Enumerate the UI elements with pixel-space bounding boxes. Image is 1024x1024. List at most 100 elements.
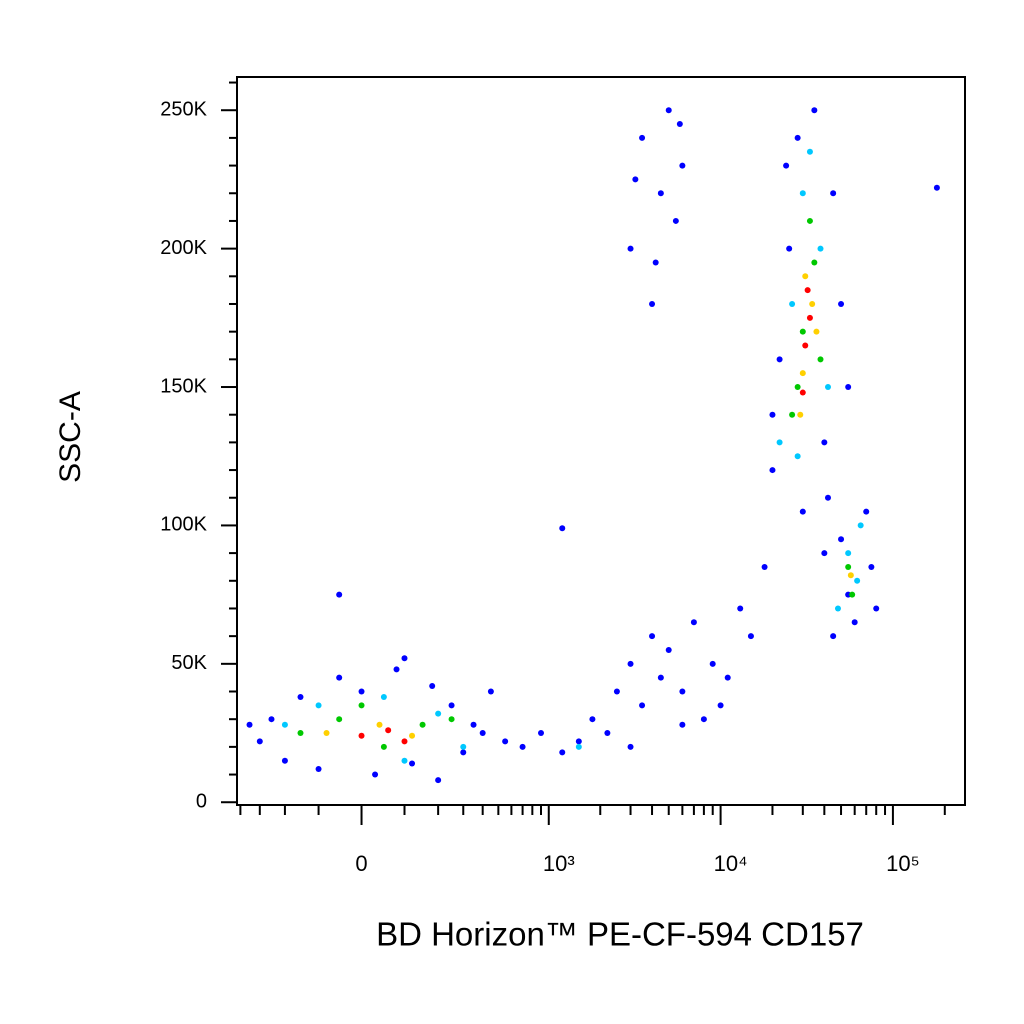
point	[479, 730, 486, 737]
point	[627, 245, 634, 252]
point	[336, 591, 343, 598]
point	[281, 757, 288, 764]
point	[409, 732, 416, 739]
point	[401, 757, 408, 764]
point	[797, 411, 804, 418]
point	[824, 384, 831, 391]
point	[297, 730, 304, 737]
point	[813, 328, 820, 335]
point	[806, 314, 813, 321]
point	[419, 721, 426, 728]
point	[761, 563, 768, 570]
point	[657, 674, 664, 681]
y-axis-label: SSC-A	[54, 391, 87, 483]
point	[281, 721, 288, 728]
point	[849, 591, 856, 598]
point	[786, 245, 793, 252]
point	[639, 134, 646, 141]
point	[799, 389, 806, 396]
y-tick-label: 250K	[160, 98, 207, 120]
point	[627, 660, 634, 667]
point	[649, 300, 656, 307]
point	[817, 356, 824, 363]
y-tick-label: 200K	[160, 237, 207, 259]
point	[868, 563, 875, 570]
point	[448, 716, 455, 723]
point	[806, 148, 813, 155]
y-tick-label: 100K	[160, 514, 207, 536]
point	[385, 727, 392, 734]
point	[575, 738, 582, 745]
point	[537, 730, 544, 737]
point	[811, 107, 818, 114]
point	[613, 688, 620, 695]
point	[838, 536, 845, 543]
point	[802, 342, 809, 349]
point	[863, 508, 870, 515]
x-tick-label: 0	[355, 851, 367, 876]
point	[817, 245, 824, 252]
point	[502, 738, 509, 745]
x-tick-label: 10³	[543, 851, 575, 876]
point	[737, 605, 744, 612]
x-tick-label: 10⁴	[714, 851, 748, 876]
point	[559, 749, 566, 756]
point	[401, 655, 408, 662]
point	[376, 721, 383, 728]
point	[747, 633, 754, 640]
point	[724, 674, 731, 681]
point	[487, 688, 494, 695]
point	[700, 716, 707, 723]
point	[854, 577, 861, 584]
point	[336, 716, 343, 723]
point	[246, 721, 253, 728]
point	[811, 259, 818, 266]
point	[448, 702, 455, 709]
point	[676, 121, 683, 128]
point	[783, 162, 790, 169]
point	[358, 688, 365, 695]
point	[857, 522, 864, 529]
point	[799, 328, 806, 335]
point	[652, 259, 659, 266]
point	[639, 702, 646, 709]
point	[933, 184, 940, 191]
point	[589, 716, 596, 723]
point	[336, 674, 343, 681]
point	[372, 771, 379, 778]
point	[627, 743, 634, 750]
point	[679, 688, 686, 695]
point	[794, 134, 801, 141]
point	[709, 660, 716, 667]
y-tick-label: 0	[196, 791, 207, 813]
point	[799, 190, 806, 197]
point	[717, 702, 724, 709]
point	[672, 217, 679, 224]
y-tick-label: 150K	[160, 375, 207, 397]
point	[845, 550, 852, 557]
point	[256, 738, 263, 745]
point	[435, 710, 442, 717]
x-axis-label: BD Horizon™ PE-CF-594 CD157	[376, 916, 864, 953]
point	[649, 633, 656, 640]
point	[679, 162, 686, 169]
point	[380, 694, 387, 701]
point	[665, 107, 672, 114]
point	[690, 619, 697, 626]
point	[435, 777, 442, 784]
point	[845, 384, 852, 391]
point	[358, 702, 365, 709]
point	[776, 356, 783, 363]
point	[834, 605, 841, 612]
point	[323, 730, 330, 737]
point	[460, 749, 467, 756]
point	[315, 702, 322, 709]
point	[358, 732, 365, 739]
point	[809, 300, 816, 307]
x-tick-label: 10⁵	[886, 851, 920, 876]
point	[804, 287, 811, 294]
point	[315, 766, 322, 773]
point	[665, 646, 672, 653]
point	[847, 572, 854, 579]
